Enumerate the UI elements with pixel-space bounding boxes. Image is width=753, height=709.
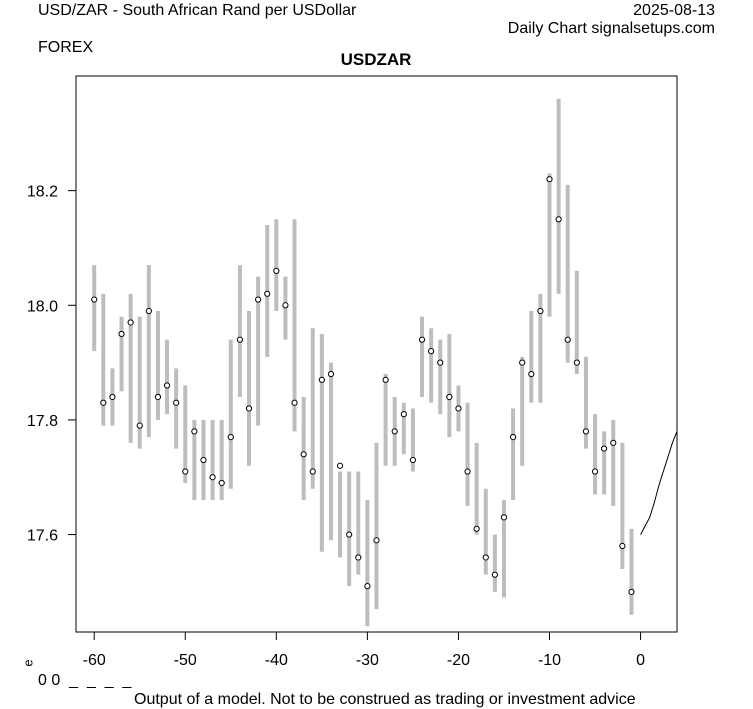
close-marker xyxy=(245,405,253,412)
close-marker xyxy=(509,434,517,441)
close-marker xyxy=(582,428,590,435)
close-marker xyxy=(127,319,134,326)
close-marker xyxy=(500,514,508,521)
close-marker xyxy=(473,525,480,532)
close-marker xyxy=(300,451,307,458)
close-marker xyxy=(191,428,198,435)
close-marker xyxy=(573,359,580,366)
chart: USDZAR -60 -50 -40 -30 -20 -10 0 17.617.818.01… xyxy=(27,50,678,669)
close-marker xyxy=(355,554,362,561)
close-marker xyxy=(555,216,562,223)
close-marker xyxy=(255,296,262,303)
projection-line xyxy=(640,431,678,535)
close-marker xyxy=(173,399,180,406)
close-marker xyxy=(610,439,617,446)
close-marker xyxy=(336,462,344,469)
close-marker xyxy=(291,399,298,406)
close-marker xyxy=(528,370,535,378)
x-tick-label: -10 xyxy=(538,652,561,669)
x-tick-label: -50 xyxy=(174,652,197,669)
close-marker xyxy=(182,468,189,475)
close-marker xyxy=(400,411,407,418)
market-label: FOREX xyxy=(38,39,94,56)
x-axis: -60 -50 -40 -30 -20 -10 0 xyxy=(83,632,645,669)
x-tick-label: -40 xyxy=(265,652,288,669)
close-marker xyxy=(109,393,116,401)
close-marker xyxy=(491,571,498,578)
x-tick-label: -20 xyxy=(447,652,470,669)
close-marker xyxy=(418,336,426,343)
close-marker xyxy=(437,359,444,366)
close-markers xyxy=(91,176,635,595)
y-tick-label: 17.8 xyxy=(27,413,58,430)
header-left-title: USD/ZAR - South African Rand per USDolla… xyxy=(38,2,357,19)
close-marker xyxy=(163,382,171,389)
x-tick-label: -30 xyxy=(356,652,379,669)
header-date: 2025-08-13 xyxy=(633,2,715,19)
close-marker xyxy=(519,359,526,366)
corner-text: 0 0 _ _ _ _ xyxy=(38,672,132,689)
close-marker xyxy=(391,428,398,435)
close-marker xyxy=(145,307,152,315)
close-marker xyxy=(309,468,316,475)
y-tick-label: 18.2 xyxy=(27,184,58,201)
close-marker xyxy=(318,376,325,383)
close-marker xyxy=(227,434,234,441)
close-marker xyxy=(373,537,380,544)
close-marker xyxy=(273,267,280,274)
close-marker xyxy=(218,479,225,487)
close-marker xyxy=(601,445,608,452)
close-marker xyxy=(428,348,435,355)
close-marker xyxy=(482,554,489,561)
close-marker xyxy=(91,296,98,303)
close-marker xyxy=(118,330,125,338)
plot-border xyxy=(75,75,678,633)
disclaimer: Output of a model. Not to be construed a… xyxy=(134,691,636,708)
close-marker xyxy=(364,583,371,590)
close-marker xyxy=(619,542,626,550)
close-marker xyxy=(591,468,599,475)
close-marker xyxy=(546,176,553,183)
y-axis: 17.6 17.8 18.0 18.2 xyxy=(27,184,76,545)
close-marker xyxy=(200,456,207,464)
x-tick-label: -60 xyxy=(83,652,106,669)
close-marker xyxy=(446,393,453,401)
close-marker xyxy=(564,336,571,343)
close-marker xyxy=(464,468,471,475)
close-marker xyxy=(628,588,635,595)
close-marker xyxy=(455,405,462,412)
close-marker xyxy=(409,456,417,464)
close-marker xyxy=(154,393,162,401)
close-marker xyxy=(382,376,389,383)
close-marker xyxy=(100,399,107,406)
close-marker xyxy=(346,531,353,538)
close-marker xyxy=(209,474,216,481)
close-marker xyxy=(327,370,335,378)
close-marker xyxy=(236,336,244,343)
x-tick-label: 0 xyxy=(636,652,645,669)
close-marker xyxy=(537,307,544,315)
close-marker xyxy=(136,422,143,429)
y-tick-label: 17.6 xyxy=(27,528,58,545)
header-right-subtitle: Daily Chart signalsetups.com xyxy=(507,20,715,37)
close-marker xyxy=(264,290,271,297)
y-tick-label: 18.0 xyxy=(27,298,58,315)
chart-title: USDZAR xyxy=(341,50,412,69)
close-marker xyxy=(282,302,289,309)
corner-glyph: e xyxy=(20,659,36,667)
